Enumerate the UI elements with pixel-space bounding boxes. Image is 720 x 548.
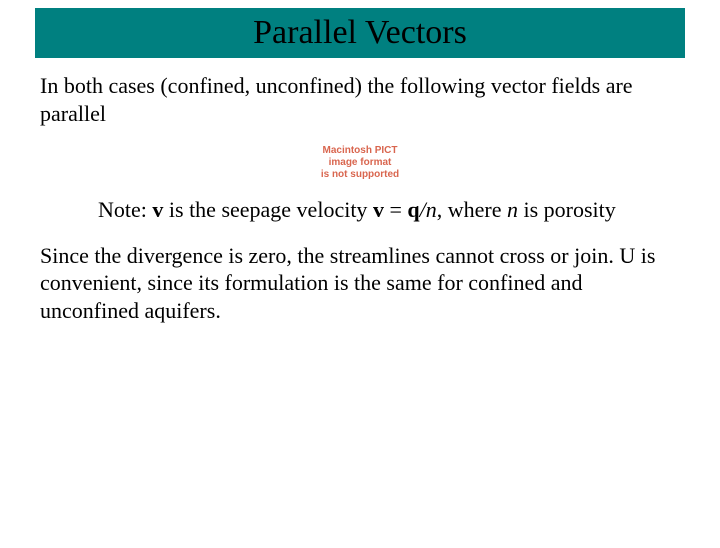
body-paragraph: Since the divergence is zero, the stream… (40, 242, 680, 325)
note-line: Note: v is the seepage velocity v = q/n,… (98, 196, 680, 224)
note-prefix: Note: (98, 197, 152, 222)
title-bar: Parallel Vectors (35, 8, 685, 58)
note-v1: v (152, 197, 163, 222)
pict-line-1: Macintosh PICT (322, 145, 397, 156)
slide-title: Parallel Vectors (253, 14, 467, 52)
content-area: In both cases (confined, unconfined) the… (0, 58, 720, 324)
note-n1: n (426, 197, 437, 222)
note-n2: n (507, 197, 518, 222)
pict-line-3: is not supported (321, 169, 399, 180)
note-v2: v (373, 197, 384, 222)
pict-placeholder-text: Macintosh PICT image format is not suppo… (321, 145, 399, 181)
note-mid1: is the seepage velocity (163, 197, 373, 222)
note-comma: , where (437, 197, 507, 222)
note-suffix: is porosity (518, 197, 616, 222)
note-q: q (407, 197, 419, 222)
pict-line-2: image format (329, 157, 392, 168)
note-eq1: = (384, 197, 407, 222)
intro-paragraph: In both cases (confined, unconfined) the… (40, 72, 680, 127)
pict-placeholder: Macintosh PICT image format is not suppo… (40, 145, 680, 182)
